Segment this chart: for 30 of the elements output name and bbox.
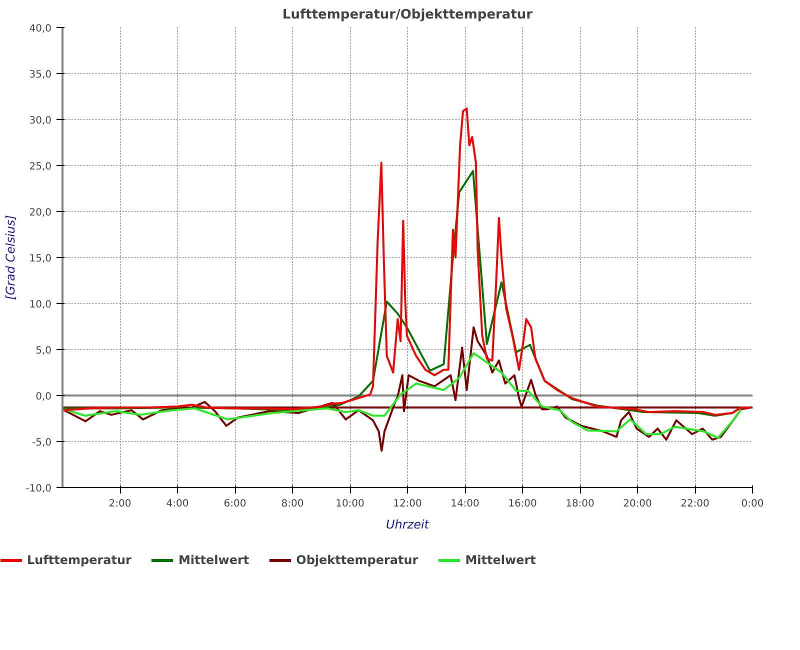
legend-label: Mittelwert [465,553,536,567]
y-tick-label: 35,0 [29,70,52,80]
y-tick-label: 30,0 [29,116,52,126]
legend-label: Objekttemperatur [296,553,418,567]
x-tick-label: 10:00 [336,498,364,510]
y-tick-label: 40,0 [29,24,52,34]
x-tick-label: 6:00 [224,498,246,510]
y-tick-label: 10,0 [29,300,52,310]
y-tick-label: 20,0 [29,208,52,218]
x-tick-label: 4:00 [166,498,189,510]
legend-label: Mittelwert [178,553,250,567]
x-tick-label: 8:00 [281,498,304,510]
x-tick-label: 0:00 [741,498,764,510]
y-axis-title: [Grad Celsius] [4,214,18,300]
y-tick-label: -5,0 [32,438,52,448]
x-axis-title: Uhrzeit [386,518,430,532]
y-tick-label: 15,0 [29,254,52,264]
y-tick-label: 5,0 [36,346,52,356]
y-tick-label: 25,0 [29,162,52,172]
x-tick-label: 22:00 [680,498,710,510]
x-tick-label: 18:00 [566,498,594,510]
x-tick-label: 14:00 [450,498,480,510]
chart-title: Lufttemperatur/Objekttemperatur [282,8,534,22]
y-tick-label: -10,0 [26,484,52,494]
y-tick-label: 0,0 [36,392,52,402]
legend-label: Lufttemperatur [27,553,132,567]
x-tick-label: 12:00 [393,498,422,510]
x-tick-label: 20:00 [623,498,652,510]
x-tick-label: 16:00 [508,498,537,510]
x-tick-label: 2:00 [108,498,132,510]
